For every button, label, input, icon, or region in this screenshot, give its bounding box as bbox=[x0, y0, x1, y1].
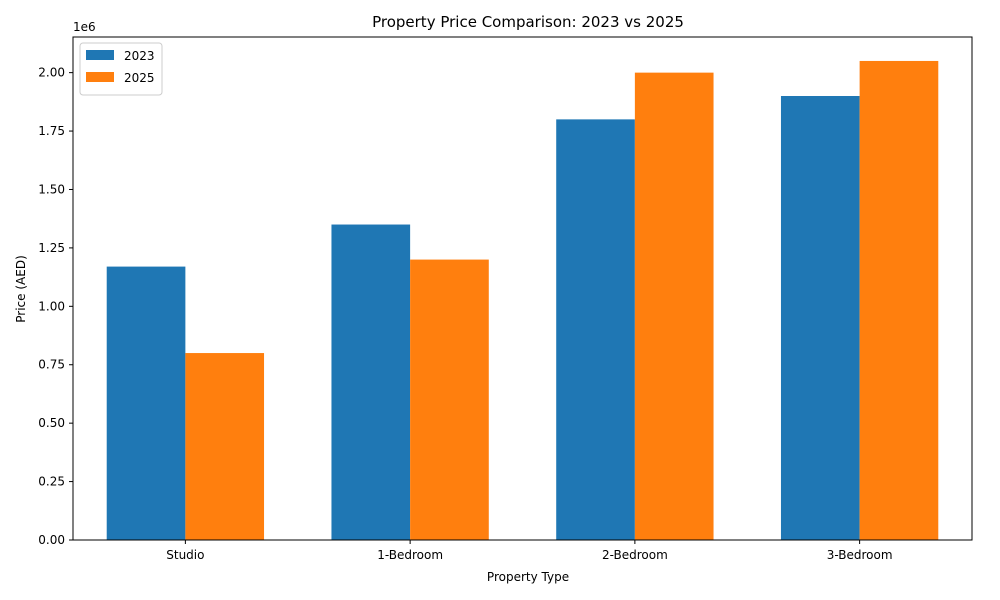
bar-2025-Studio bbox=[185, 353, 265, 540]
y-tick-label: 1.50 bbox=[38, 182, 65, 196]
legend-swatch-2025 bbox=[86, 72, 114, 82]
bar-2023-1-Bedroom bbox=[331, 224, 411, 541]
chart-title: Property Price Comparison: 2023 vs 2025 bbox=[372, 13, 684, 31]
bar-2025-3-Bedroom bbox=[859, 60, 939, 540]
bar-2023-3-Bedroom bbox=[780, 96, 860, 541]
y-axis-offset-label: 1e6 bbox=[73, 20, 96, 34]
x-tick-label: Studio bbox=[166, 548, 204, 562]
y-tick-label: 1.00 bbox=[38, 299, 65, 313]
y-tick-label: 1.75 bbox=[38, 124, 65, 138]
legend-label-2023: 2023 bbox=[124, 49, 155, 63]
bar-2025-2-Bedroom bbox=[634, 72, 714, 540]
bar-2023-Studio bbox=[106, 266, 186, 540]
bar-2025-1-Bedroom bbox=[410, 259, 489, 540]
y-tick-label: 0.75 bbox=[38, 358, 65, 372]
y-tick-label: 0.00 bbox=[38, 533, 65, 547]
bars-layer bbox=[106, 60, 939, 541]
x-axis-label: Property Type bbox=[487, 570, 569, 584]
y-tick-label: 2.00 bbox=[38, 66, 65, 80]
x-tick-label: 1-Bedroom bbox=[377, 548, 443, 562]
y-axis-label: Price (AED) bbox=[14, 255, 28, 322]
plot-frame bbox=[72, 36, 973, 541]
x-tick-label: 3-Bedroom bbox=[827, 548, 893, 562]
bar-2023-2-Bedroom bbox=[556, 119, 635, 540]
legend-swatch-2023 bbox=[86, 50, 114, 60]
y-tick-label: 0.25 bbox=[38, 475, 65, 489]
axes-layer: 0.00 0.25 0.50 0.75 1.00 1.25 1.50 1.75 2.00 Stud… bbox=[38, 36, 973, 562]
y-tick-label: 0.50 bbox=[38, 416, 65, 430]
legend: 2023 2025 bbox=[79, 42, 163, 96]
x-tick-label: 2-Bedroom bbox=[602, 548, 668, 562]
y-tick-label: 1.25 bbox=[38, 241, 65, 255]
legend-label-2025: 2025 bbox=[124, 71, 155, 85]
